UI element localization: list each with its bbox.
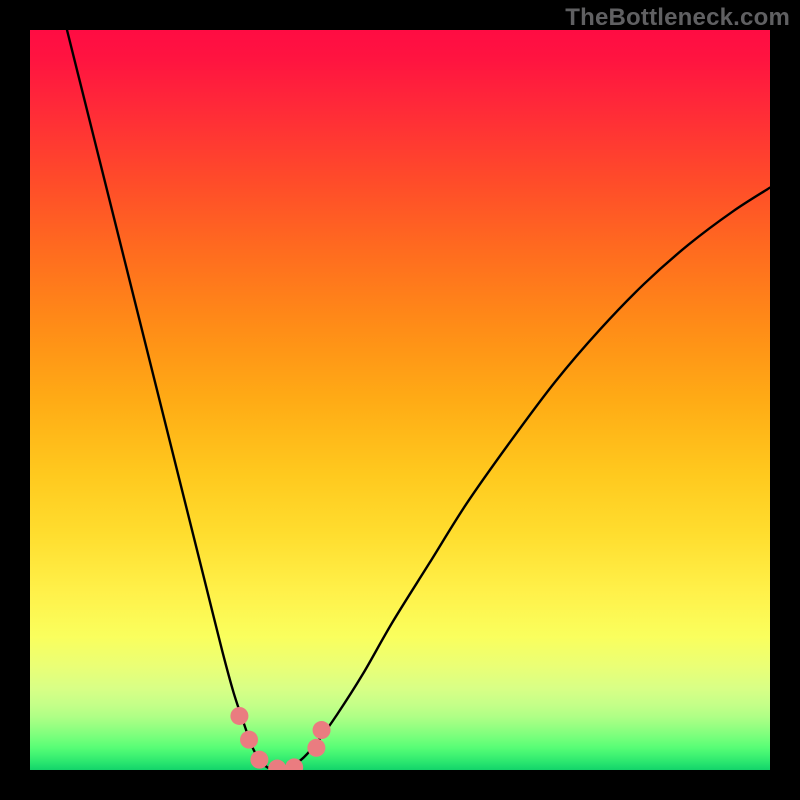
figure-root: TheBottleneck.com	[0, 0, 800, 800]
gradient-background	[30, 30, 770, 770]
curve-marker	[307, 739, 325, 757]
curve-marker	[230, 707, 248, 725]
curve-marker	[313, 721, 331, 739]
watermark-text: TheBottleneck.com	[565, 4, 790, 32]
curve-marker	[240, 731, 258, 749]
bottleneck-curve-chart	[30, 30, 770, 770]
curve-marker	[250, 751, 268, 769]
